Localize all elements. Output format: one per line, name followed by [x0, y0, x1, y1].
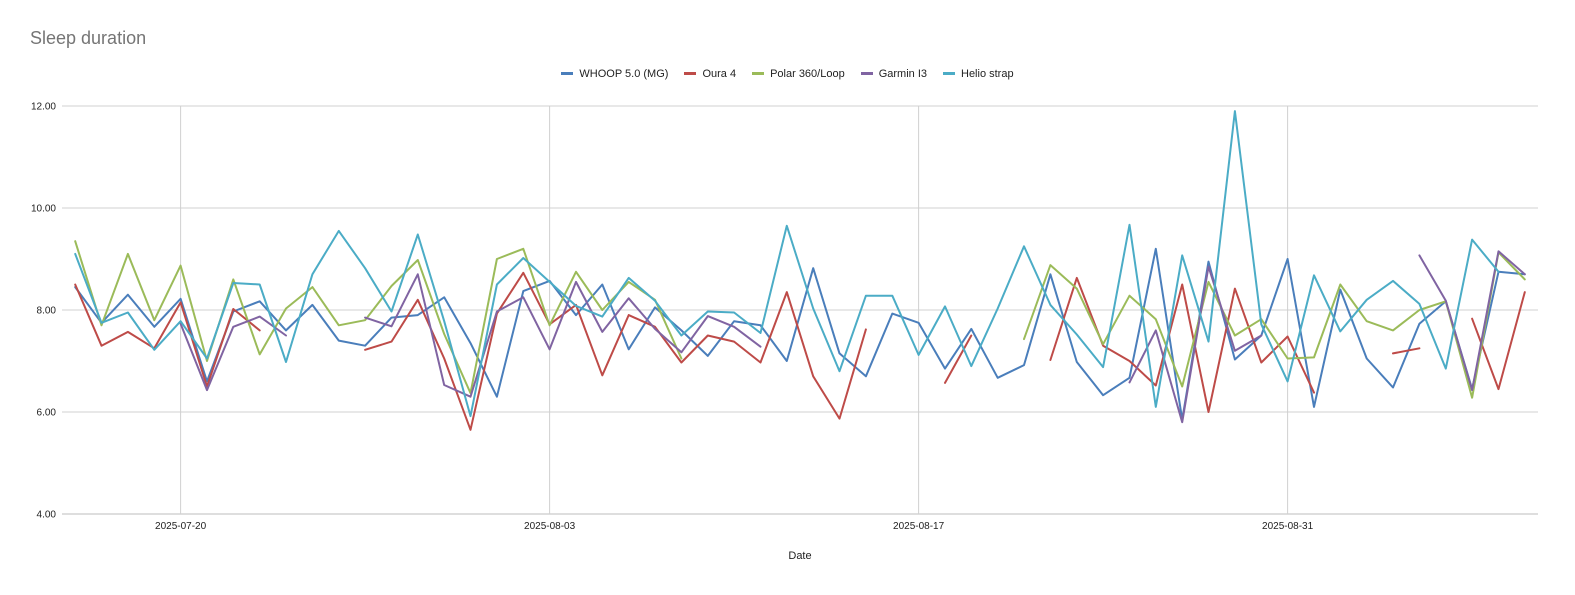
legend-swatch — [561, 71, 574, 75]
legend-label: Polar 360/Loop — [770, 68, 845, 80]
series-line-2 — [1392, 347, 1421, 355]
legend-item: Oura 4 — [684, 68, 736, 80]
series-line-2 — [1049, 276, 1315, 413]
y-tick-label: 12.00 — [31, 102, 56, 113]
legend-item: Helio strap — [943, 68, 1014, 80]
series-line-1 — [74, 247, 1526, 421]
series-line-2 — [944, 334, 973, 384]
legend-label: Oura 4 — [702, 68, 737, 80]
legend-label: WHOOP 5.0 (MG) — [579, 68, 669, 80]
legend-item: Polar 360/Loop — [752, 68, 845, 80]
series-line-4 — [364, 273, 762, 398]
series-line-4 — [179, 315, 287, 392]
y-tick-label: 10.00 — [31, 204, 56, 215]
x-tick-label: 2025-08-03 — [524, 521, 576, 532]
x-tick-label: 2025-07-20 — [155, 521, 207, 532]
y-tick-label: 4.00 — [37, 510, 57, 521]
series-line-2 — [1471, 291, 1526, 391]
x-axis-title: Date — [788, 550, 811, 562]
legend-swatch — [943, 71, 955, 75]
legend-swatch — [752, 71, 765, 75]
x-tick-label: 2025-08-17 — [893, 521, 945, 532]
series-line-3 — [74, 240, 683, 395]
legend-swatch — [684, 71, 697, 75]
series-line-5 — [74, 110, 1500, 418]
series-line-3 — [1023, 251, 1526, 399]
series-line-4 — [1418, 250, 1526, 392]
series-line-4 — [1128, 265, 1263, 424]
legend-item: WHOOP 5.0 (MG) — [561, 68, 668, 80]
series-line-2 — [74, 283, 261, 388]
chart-legend: WHOOP 5.0 (MG) Oura 4 Polar 360/Loop Garmin… — [0, 68, 1575, 80]
legend-label: Garmin I3 — [878, 68, 927, 80]
chart-title: Sleep duration — [30, 28, 147, 48]
y-tick-label: 8.00 — [37, 306, 57, 317]
legend-swatch — [860, 71, 873, 75]
series-line-2 — [364, 271, 867, 431]
y-tick-label: 6.00 — [37, 408, 57, 419]
legend-item: Garmin I3 — [860, 68, 927, 80]
legend-label: Helio strap — [961, 68, 1014, 80]
x-tick-label: 2025-08-31 — [1262, 521, 1314, 532]
